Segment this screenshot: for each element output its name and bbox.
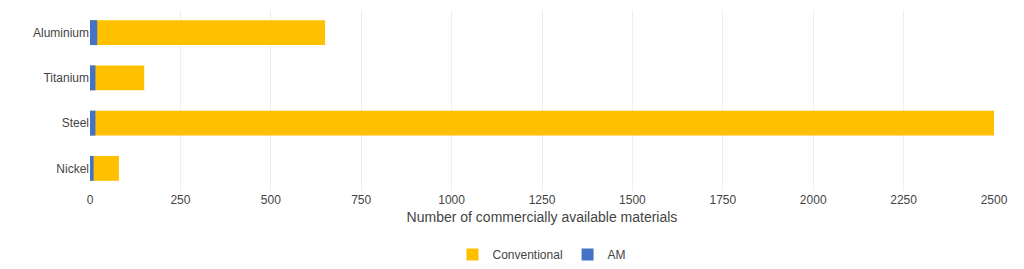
svg-text:2250: 2250 (890, 193, 917, 207)
svg-text:250: 250 (170, 193, 190, 207)
svg-text:1750: 1750 (709, 193, 736, 207)
svg-text:2000: 2000 (800, 193, 827, 207)
svg-text:1250: 1250 (529, 193, 556, 207)
svg-text:Aluminium: Aluminium (33, 26, 89, 40)
svg-text:AM: AM (608, 248, 626, 262)
svg-text:750: 750 (351, 193, 371, 207)
svg-text:0: 0 (87, 193, 94, 207)
svg-text:500: 500 (261, 193, 281, 207)
svg-text:Nickel: Nickel (56, 162, 89, 176)
svg-text:Titanium: Titanium (43, 71, 89, 85)
svg-text:Conventional: Conventional (493, 248, 563, 262)
svg-text:1500: 1500 (619, 193, 646, 207)
svg-text:Steel: Steel (62, 116, 89, 130)
svg-text:Number of commercially availab: Number of commercially available materia… (407, 209, 678, 225)
svg-text:1000: 1000 (438, 193, 465, 207)
svg-text:2500: 2500 (981, 193, 1008, 207)
